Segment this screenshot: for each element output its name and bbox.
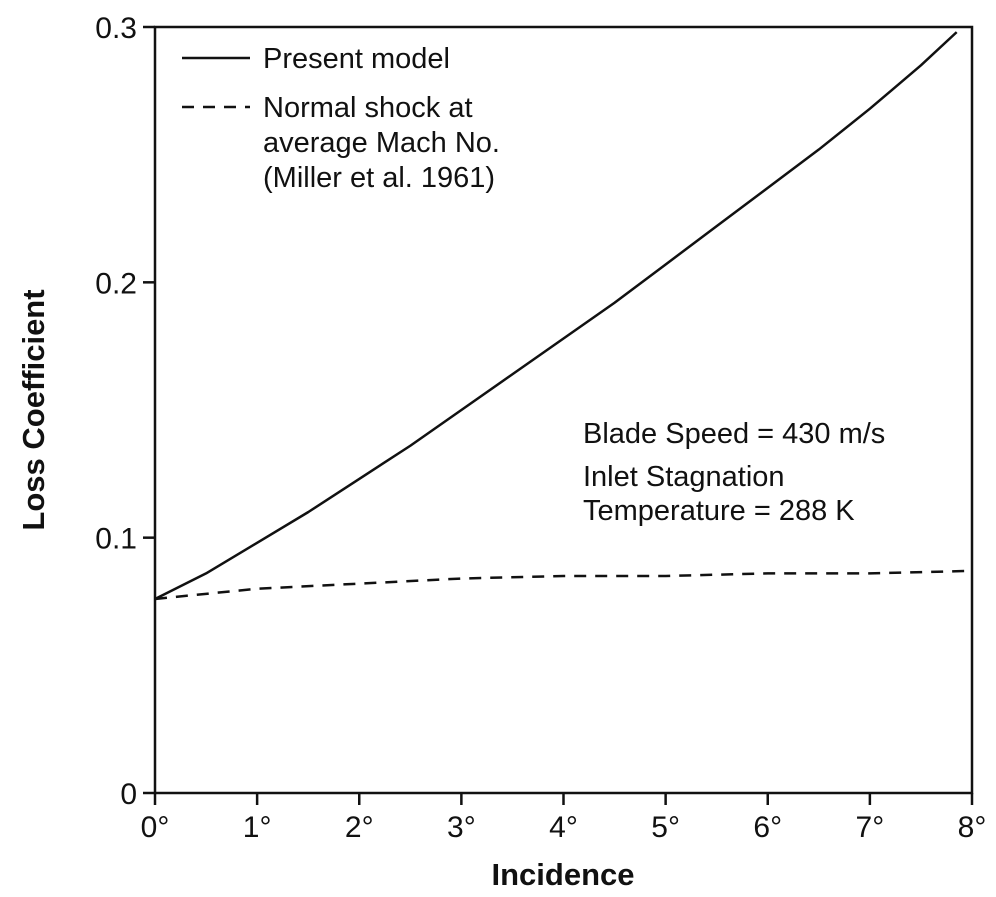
y-tick-label: 0.2: [95, 267, 137, 300]
x-axis: 0° 1° 2° 3° 4° 5° 6° 7° 8°: [141, 793, 987, 844]
x-tick-label: 4°: [549, 811, 578, 844]
x-axis-title: Incidence: [492, 857, 635, 892]
y-axis: 0 0.1 0.2 0.3: [95, 12, 155, 811]
x-tick-label: 1°: [243, 811, 272, 844]
annotation-line-2: Inlet Stagnation: [583, 461, 785, 493]
series-line-normal-shock: [154, 569, 973, 601]
legend-label-present-model: Present model: [263, 43, 450, 75]
x-tick-label: 0°: [141, 811, 170, 844]
x-tick-label: 5°: [651, 811, 680, 844]
legend: Present model Normal shock at average Ma…: [182, 43, 500, 194]
series-layer: [154, 31, 973, 601]
annotation: Blade Speed = 430 m/s Inlet Stagnation T…: [583, 418, 885, 527]
legend-label-normal-shock-3: (Miller et al. 1961): [263, 162, 495, 194]
legend-label-normal-shock-1: Normal shock at: [263, 92, 473, 124]
x-tick-label: 6°: [753, 811, 782, 844]
y-axis-title: Loss Coefficient: [16, 289, 51, 530]
x-tick-label: 8°: [958, 811, 987, 844]
series-line-present-model: [154, 31, 958, 601]
y-tick-label: 0.1: [95, 523, 137, 556]
y-tick-label: 0: [120, 778, 137, 811]
x-tick-label: 3°: [447, 811, 476, 844]
annotation-line-1: Blade Speed = 430 m/s: [583, 418, 885, 450]
x-tick-label: 2°: [345, 811, 374, 844]
legend-label-normal-shock-2: average Mach No.: [263, 127, 500, 159]
y-tick-label: 0.3: [95, 12, 137, 45]
annotation-line-3: Temperature = 288 K: [583, 495, 855, 527]
x-tick-label: 7°: [856, 811, 885, 844]
